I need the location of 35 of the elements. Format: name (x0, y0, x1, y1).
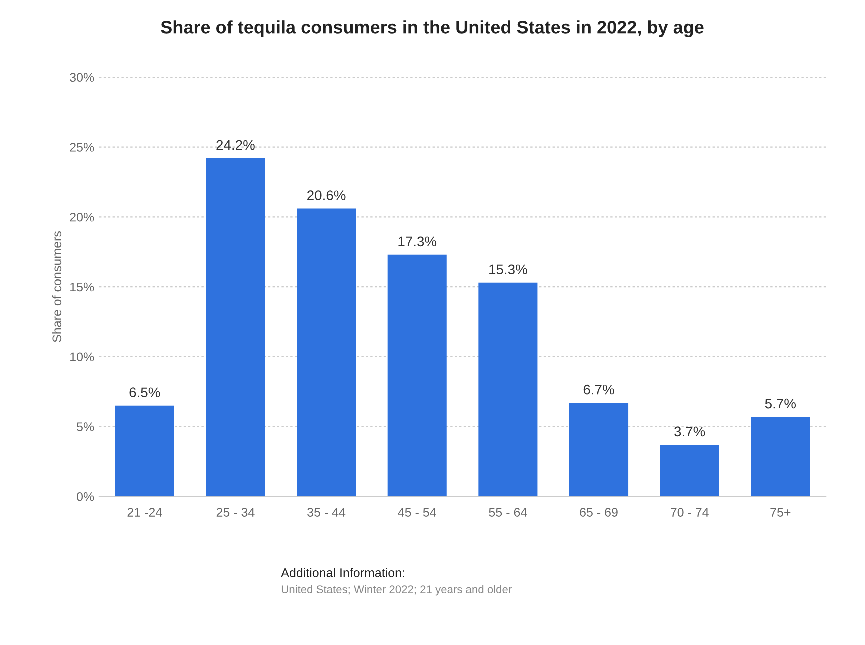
x-tick-label: 21 -24 (128, 508, 162, 517)
x-tick-label: 35 - 44 (308, 508, 346, 517)
bar (569, 403, 629, 497)
bar (388, 254, 447, 497)
data-label: 5.7% (765, 398, 796, 409)
data-label: 6.7% (584, 384, 614, 395)
chart-title: Share of tequila consumers in the United States in 2022, by age (161, 20, 704, 38)
bar (115, 406, 174, 497)
text: Additional Information: (281, 568, 404, 578)
bar (660, 444, 720, 497)
data-label: 20.6% (308, 190, 346, 200)
x-tick-label: 45 - 54 (398, 508, 436, 517)
y-tick-label: 30% (70, 73, 94, 82)
y-tick-label: 20% (70, 212, 94, 222)
x-tick-label: 55 - 64 (489, 508, 528, 517)
bar (751, 416, 810, 497)
x-tick-label: 70 - 74 (671, 508, 709, 517)
y-tick-label: 10% (70, 352, 94, 362)
bar (478, 282, 538, 497)
y-axis-title: Share of consumers (52, 232, 62, 342)
x-tick-label: 25 - 34 (216, 508, 255, 517)
data-label: 6.5% (130, 388, 160, 398)
y-tick-label: 5% (77, 422, 94, 432)
x-tick-label: 65 - 69 (580, 508, 618, 517)
data-label: 17.3% (398, 236, 437, 247)
text: United States; Winter 2022; 21 years and older (282, 585, 512, 596)
data-label: 24.2% (216, 140, 255, 150)
x-tick-label: 75+ (770, 508, 791, 517)
y-tick-label: 15% (70, 282, 94, 292)
bar (206, 158, 266, 497)
data-label: 3.7% (674, 426, 706, 437)
y-tick-label: 25% (70, 143, 94, 152)
bar (297, 208, 356, 497)
y-tick-label: 0% (77, 492, 94, 502)
data-label: 15.3% (490, 264, 528, 275)
